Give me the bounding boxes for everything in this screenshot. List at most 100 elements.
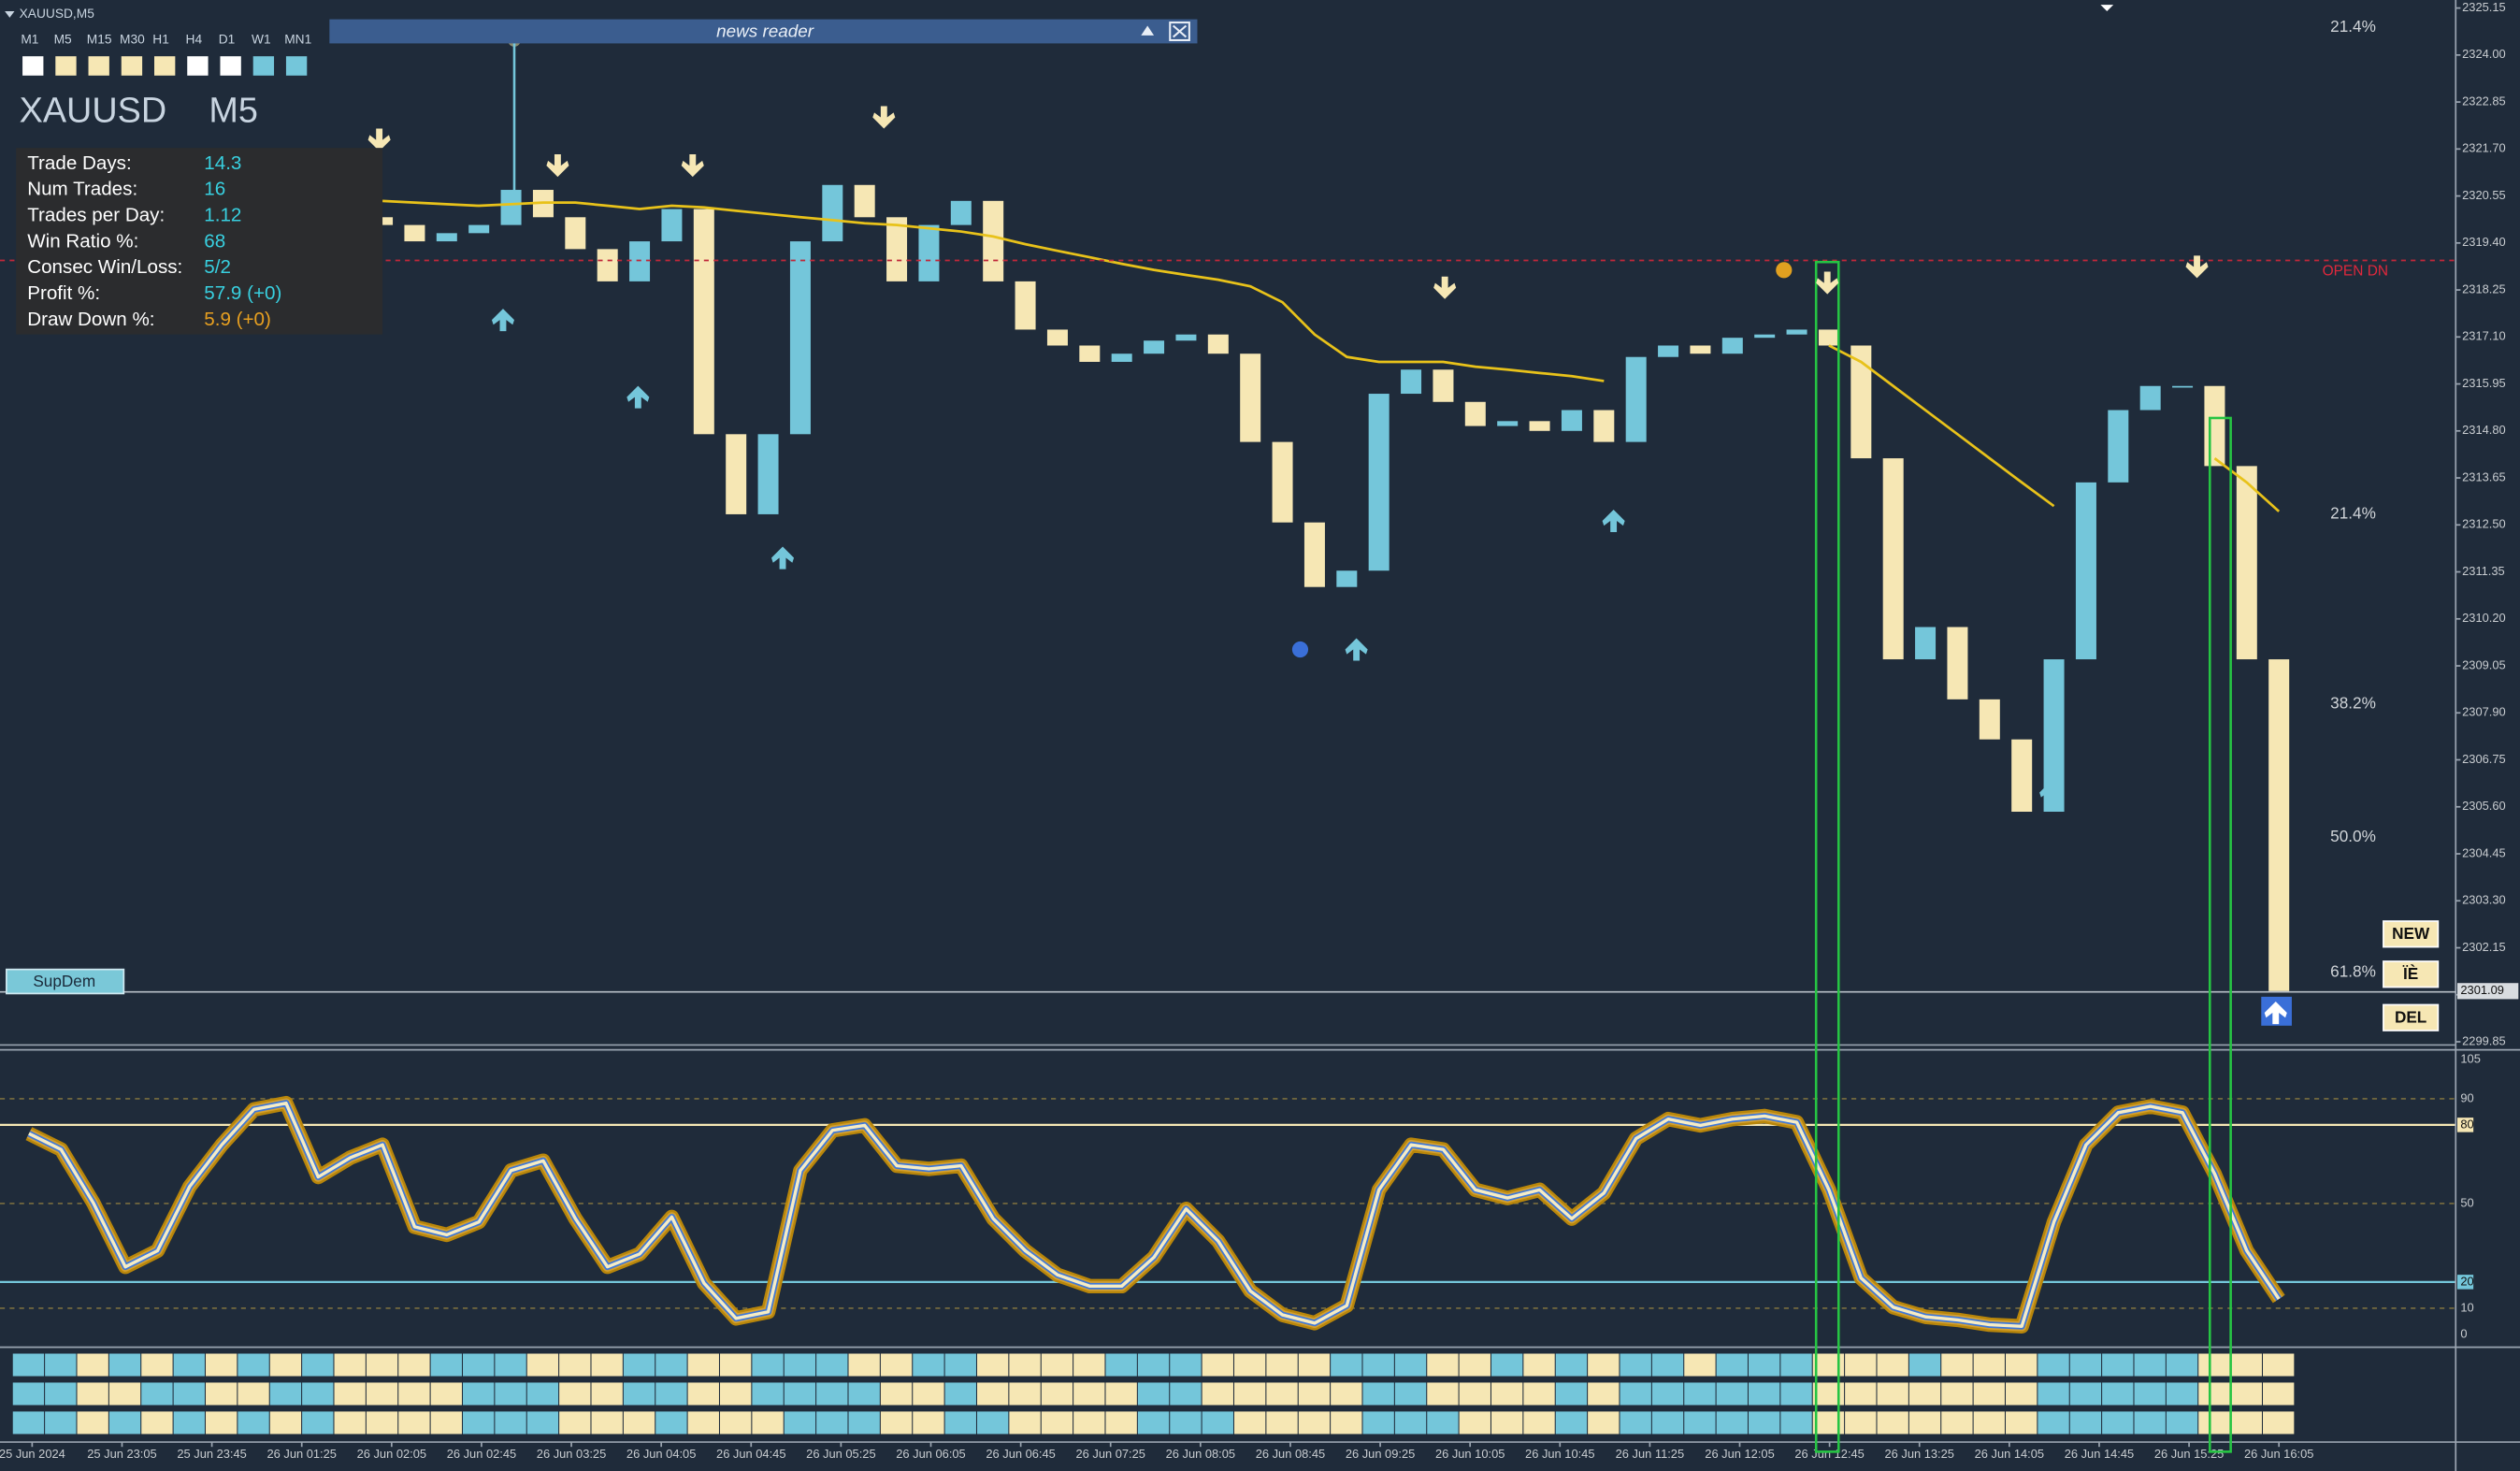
signal-cell: [1362, 1353, 1394, 1377]
x-tick-label: 25 Jun 23:05: [87, 1447, 156, 1461]
candle: [1433, 369, 1454, 402]
signal-cell: [784, 1411, 816, 1435]
signal-cell: [430, 1353, 462, 1377]
stats-list: Trade Days: 14.3 Num Trades: 16 Trades per D…: [27, 152, 281, 330]
fib-label: 38.2%: [2330, 694, 2376, 713]
signal-cell: [77, 1353, 108, 1377]
signal-cell: [302, 1382, 334, 1406]
signal-cell: [1588, 1382, 1620, 1406]
signal-cell: [1170, 1353, 1202, 1377]
y-tick-label: 105: [2460, 1051, 2480, 1065]
signal-cell: [848, 1411, 880, 1435]
signal-cell: [2166, 1411, 2198, 1435]
candle: [1497, 421, 1519, 426]
signal-cell: [463, 1353, 495, 1377]
timeframe-swatch[interactable]: [187, 56, 209, 76]
signal-cell: [2134, 1411, 2166, 1435]
timeframe-label[interactable]: D1: [219, 33, 236, 47]
timeframe-label[interactable]: M1: [21, 33, 38, 47]
candle: [950, 200, 972, 225]
stat-value: 5/2: [204, 256, 231, 278]
supdem-button[interactable]: [6, 968, 125, 995]
timeframe-swatch[interactable]: [154, 56, 176, 76]
timeframe-swatch[interactable]: [22, 56, 44, 76]
candle: [1240, 353, 1261, 442]
signal-cell: [977, 1353, 1009, 1377]
x-tick-label: 25 Jun 2024: [0, 1447, 65, 1461]
window-caption: XAUUSD,M5: [20, 7, 95, 21]
y-tick-label: 2312.50: [2462, 517, 2506, 531]
candle: [1336, 570, 1358, 587]
signal-cell: [1073, 1353, 1105, 1377]
signal-cell: [141, 1382, 173, 1406]
signal-cell: [816, 1382, 848, 1406]
close-button[interactable]: [1169, 22, 1190, 42]
signal-cell: [2069, 1411, 2102, 1435]
timeframe-swatch[interactable]: [220, 56, 241, 76]
action-button[interactable]: [2383, 920, 2440, 948]
signal-cell: [206, 1382, 238, 1406]
signal-cell: [1941, 1353, 1973, 1377]
action-button[interactable]: [2383, 960, 2440, 988]
signal-cell: [1749, 1411, 1780, 1435]
timeframe-swatch[interactable]: [55, 56, 77, 76]
signal-cell: [2038, 1353, 2069, 1377]
timeframe-bar[interactable]: M1 M5 M15 M30 H1 H4 D1 W1 MN1: [21, 33, 311, 76]
timeframe-label[interactable]: H1: [152, 33, 169, 47]
signal-cell: [2102, 1382, 2134, 1406]
candle: [468, 224, 490, 234]
signal-cell: [880, 1382, 913, 1406]
news-reader-title: news reader: [716, 22, 814, 41]
candle: [1593, 410, 1615, 442]
x-tick-label: 26 Jun 10:45: [1525, 1447, 1594, 1461]
supdem-label: SupDem: [33, 972, 95, 990]
timeframe-swatch[interactable]: [121, 56, 143, 76]
signal-cell: [1105, 1382, 1137, 1406]
signal-cell: [1105, 1411, 1137, 1435]
signal-cell: [2134, 1382, 2166, 1406]
timeframe-label[interactable]: MN1: [284, 33, 311, 47]
signal-cell: [430, 1382, 462, 1406]
timeframe-label[interactable]: M15: [87, 33, 112, 47]
close-icon: [1173, 24, 1188, 38]
signal-cell: [1973, 1382, 2005, 1406]
signal-cell: [173, 1353, 205, 1377]
signal-cell: [1973, 1353, 2005, 1377]
collapse-button[interactable]: [1141, 25, 1155, 36]
stat-label: Trades per Day:: [27, 205, 165, 226]
timeframe-label[interactable]: M5: [54, 33, 72, 47]
stat-value: 14.3: [204, 152, 241, 174]
x-tick-label: 25 Jun 23:45: [177, 1447, 246, 1461]
candle: [1786, 329, 1807, 335]
x-tick-label: 26 Jun 14:05: [1975, 1447, 2044, 1461]
x-tick-label: 26 Jun 09:25: [1346, 1447, 1415, 1461]
fib-label: 21.4%: [2330, 17, 2376, 36]
timeframe-swatch[interactable]: [88, 56, 109, 76]
action-button[interactable]: [2383, 1003, 2440, 1031]
stat-label: Consec Win/Loss:: [27, 256, 182, 278]
timeframe-label[interactable]: M30: [120, 33, 145, 47]
signal-cell: [430, 1411, 462, 1435]
candle: [789, 241, 811, 435]
signal-cell: [559, 1382, 591, 1406]
candle: [726, 434, 747, 514]
timeframe-swatch[interactable]: [285, 56, 308, 76]
current-price-label: 2301.09: [2460, 983, 2504, 997]
news-reader-bar[interactable]: [329, 19, 1198, 44]
signal-cell: [880, 1353, 913, 1377]
timeframe-label[interactable]: W1: [252, 33, 271, 47]
y-tick-label: 2317.10: [2462, 329, 2506, 343]
timeframe-swatch[interactable]: [252, 56, 275, 76]
signal-cell: [334, 1382, 366, 1406]
signal-cell: [2038, 1411, 2069, 1435]
stat-value: 57.9 (+0): [204, 282, 281, 304]
signal-cell: [238, 1353, 269, 1377]
signal-cell: [687, 1353, 719, 1377]
current-price-box: [2456, 983, 2519, 1000]
x-tick-label: 26 Jun 04:05: [626, 1447, 696, 1461]
candle: [629, 241, 651, 281]
signal-cell: [2006, 1353, 2038, 1377]
x-tick-label: 26 Jun 02:05: [357, 1447, 426, 1461]
signal-cell: [591, 1382, 623, 1406]
timeframe-label[interactable]: H4: [186, 33, 203, 47]
